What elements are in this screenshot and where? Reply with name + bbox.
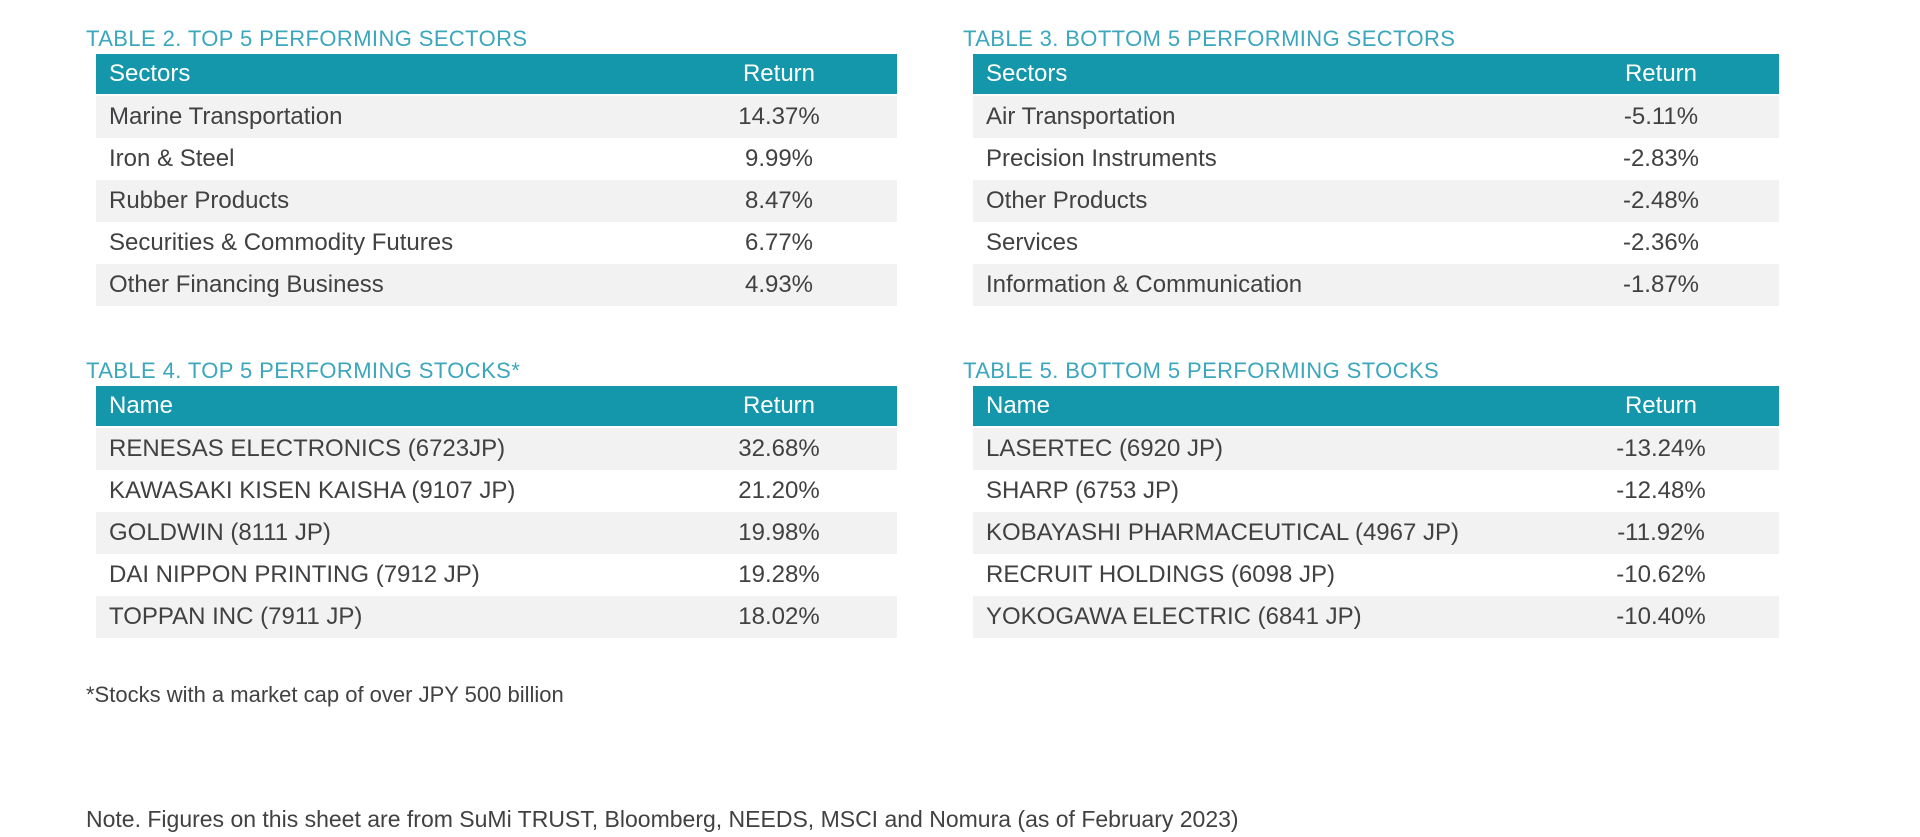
cell-return: 9.99% — [744, 145, 814, 172]
cell-return: -10.62% — [1616, 561, 1706, 588]
cell-sector: Securities & Commodity Futures — [109, 229, 454, 256]
cell-sector: Marine Transportation — [109, 103, 343, 130]
data-table: Sectors Return Air Transportation -5.11%… — [973, 54, 1779, 306]
tables-grid: TABLE 2. TOP 5 PERFORMING SECTORS Sector… — [86, 24, 1779, 638]
cell-stock-name: TOPPAN INC (7911 JP) — [109, 603, 363, 630]
table-title: TABLE 5. BOTTOM 5 PERFORMING STOCKS — [963, 358, 1440, 383]
table-row: Precision Instruments -2.83% — [973, 138, 1779, 180]
table-row: Other Products -2.48% — [973, 180, 1779, 222]
cell-return: -11.92% — [1617, 519, 1705, 546]
table-header-row: Sectors Return — [973, 54, 1779, 94]
cell-sector: Rubber Products — [109, 187, 290, 214]
source-note: Note. Figures on this sheet are from SuM… — [86, 806, 1239, 832]
data-table: Sectors Return Marine Transportation 14.… — [96, 54, 897, 306]
table-row: Other Financing Business 4.93% — [96, 264, 897, 306]
table-row: Iron & Steel 9.99% — [96, 138, 897, 180]
table-row: Securities & Commodity Futures 6.77% — [96, 222, 897, 264]
bottom-sectors-table: TABLE 3. BOTTOM 5 PERFORMING SECTORS Sec… — [963, 24, 1779, 306]
table-row: Information & Communication -1.87% — [973, 264, 1779, 306]
cell-stock-name: KOBAYASHI PHARMACEUTICAL (4967 JP) — [986, 519, 1460, 546]
cell-return: -2.36% — [1622, 229, 1700, 256]
cell-sector: Other Products — [986, 187, 1148, 214]
column-header-return: Return — [742, 60, 816, 87]
cell-stock-name: DAI NIPPON PRINTING (7912 JP) — [109, 561, 480, 588]
cell-sector: Other Financing Business — [109, 271, 384, 298]
column-header-sectors: Sectors — [109, 60, 191, 87]
cell-stock-name: LASERTEC (6920 JP) — [986, 435, 1223, 462]
data-table: Name Return RENESAS ELECTRONICS (6723JP)… — [96, 386, 897, 638]
cell-sector: Services — [986, 229, 1079, 256]
table-row: Services -2.36% — [973, 222, 1779, 264]
top-stocks-table: TABLE 4. TOP 5 PERFORMING STOCKS* Name R… — [86, 356, 897, 638]
table-title: TABLE 3. BOTTOM 5 PERFORMING SECTORS — [963, 26, 1456, 51]
table-row: DAI NIPPON PRINTING (7912 JP) 19.28% — [96, 554, 897, 596]
table-row: YOKOGAWA ELECTRIC (6841 JP) -10.40% — [973, 596, 1779, 638]
table-row: Rubber Products 8.47% — [96, 180, 897, 222]
cell-return: 18.02% — [738, 603, 820, 630]
table-row: Air Transportation -5.11% — [973, 96, 1779, 138]
table-row: Marine Transportation 14.37% — [96, 96, 897, 138]
cell-return: 19.28% — [738, 561, 820, 588]
table-row: TOPPAN INC (7911 JP) 18.02% — [96, 596, 897, 638]
table-header-row: Sectors Return — [96, 54, 897, 94]
cell-return: -1.87% — [1622, 271, 1700, 298]
table-row: KAWASAKI KISEN KAISHA (9107 JP) 21.20% — [96, 470, 897, 512]
table-row: RENESAS ELECTRONICS (6723JP) 32.68% — [96, 428, 897, 470]
table-header-row: Name Return — [96, 386, 897, 426]
cell-sector: Air Transportation — [986, 103, 1176, 130]
bottom-stocks-table: TABLE 5. BOTTOM 5 PERFORMING STOCKS Name… — [963, 356, 1779, 638]
cell-stock-name: RENESAS ELECTRONICS (6723JP) — [109, 435, 506, 462]
cell-return: 8.47% — [744, 187, 814, 214]
column-header-return: Return — [1624, 392, 1698, 419]
cell-return: 19.98% — [738, 519, 820, 546]
table-title: TABLE 4. TOP 5 PERFORMING STOCKS* — [86, 358, 521, 383]
table-title: TABLE 2. TOP 5 PERFORMING SECTORS — [86, 26, 528, 51]
cell-return: -10.40% — [1616, 603, 1706, 630]
cell-stock-name: GOLDWIN (8111 JP) — [109, 519, 331, 546]
cell-sector: Precision Instruments — [986, 145, 1217, 172]
cell-sector: Iron & Steel — [109, 145, 235, 172]
column-header-sectors: Sectors — [986, 60, 1068, 87]
top-sectors-table: TABLE 2. TOP 5 PERFORMING SECTORS Sector… — [86, 24, 897, 306]
cell-return: -13.24% — [1616, 435, 1706, 462]
cell-return: 4.93% — [744, 271, 814, 298]
cell-return: -5.11% — [1623, 103, 1699, 130]
column-header-name: Name — [986, 392, 1051, 419]
table-row: GOLDWIN (8111 JP) 19.98% — [96, 512, 897, 554]
cell-return: 21.20% — [738, 477, 820, 504]
cell-return: -12.48% — [1616, 477, 1706, 504]
cell-sector: Information & Communication — [986, 271, 1303, 298]
column-header-name: Name — [109, 392, 174, 419]
footnote: *Stocks with a market cap of over JPY 50… — [86, 682, 564, 707]
cell-stock-name: KAWASAKI KISEN KAISHA (9107 JP) — [109, 477, 516, 504]
cell-stock-name: RECRUIT HOLDINGS (6098 JP) — [986, 561, 1335, 588]
cell-return: 32.68% — [738, 435, 820, 462]
table-row: RECRUIT HOLDINGS (6098 JP) -10.62% — [973, 554, 1779, 596]
cell-return: -2.48% — [1622, 187, 1700, 214]
table-row: KOBAYASHI PHARMACEUTICAL (4967 JP) -11.9… — [973, 512, 1779, 554]
cell-return: 6.77% — [744, 229, 814, 256]
column-header-return: Return — [742, 392, 816, 419]
cell-return: -2.83% — [1622, 145, 1700, 172]
cell-stock-name: YOKOGAWA ELECTRIC (6841 JP) — [986, 603, 1362, 630]
table-row: SHARP (6753 JP) -12.48% — [973, 470, 1779, 512]
cell-return: 14.37% — [738, 103, 820, 130]
data-table: Name Return LASERTEC (6920 JP) -13.24% S… — [973, 386, 1779, 638]
table-header-row: Name Return — [973, 386, 1779, 426]
table-row: LASERTEC (6920 JP) -13.24% — [973, 428, 1779, 470]
cell-stock-name: SHARP (6753 JP) — [986, 477, 1179, 504]
column-header-return: Return — [1624, 60, 1698, 87]
